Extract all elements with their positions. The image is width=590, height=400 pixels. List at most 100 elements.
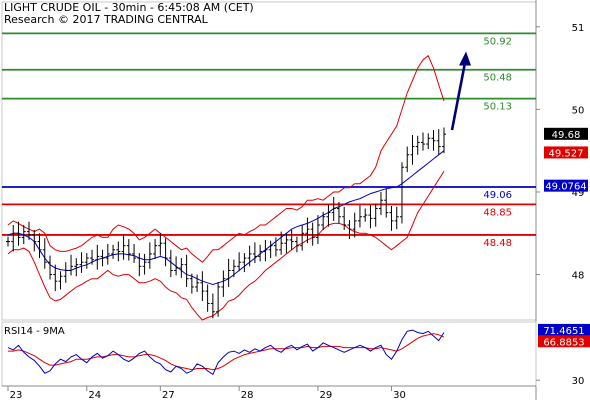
price-bar bbox=[363, 208, 368, 222]
moving-average-line bbox=[7, 150, 445, 286]
price-bar bbox=[399, 162, 404, 224]
price-bar bbox=[184, 254, 189, 287]
projection-arrow-head bbox=[459, 51, 471, 66]
level-label: 50.48 bbox=[483, 73, 512, 84]
price-bar bbox=[231, 259, 236, 278]
price-bar bbox=[394, 206, 399, 230]
x-tick-label: 28 bbox=[241, 390, 254, 400]
price-bar bbox=[58, 271, 63, 290]
price-bar bbox=[420, 132, 425, 151]
x-axis: 23 24 27 28 29 30 bbox=[2, 385, 536, 400]
price-bar bbox=[378, 191, 383, 216]
price-bar bbox=[210, 293, 215, 319]
price-bar bbox=[405, 146, 410, 173]
price-bar bbox=[126, 239, 131, 261]
price-bar bbox=[74, 258, 79, 277]
price-bar bbox=[389, 206, 394, 231]
price-bar bbox=[357, 205, 362, 228]
price-bar bbox=[342, 206, 347, 230]
price-bar bbox=[42, 238, 47, 269]
rsi-panel-frame bbox=[1, 321, 537, 387]
price-bar bbox=[111, 244, 116, 259]
price-bar bbox=[252, 242, 257, 264]
y-tick-label: 51 bbox=[572, 23, 585, 34]
price-bar bbox=[268, 240, 273, 259]
price-bar bbox=[242, 253, 247, 273]
x-tick-label: 30 bbox=[393, 390, 406, 400]
price-bar bbox=[247, 245, 252, 267]
rsi-y-tick-label: 30 bbox=[572, 376, 585, 387]
price-bar bbox=[426, 133, 431, 150]
price-bar bbox=[79, 252, 84, 273]
rsi-badge-label: 71.4651 bbox=[543, 326, 584, 337]
x-tick-label: 24 bbox=[88, 390, 101, 400]
price-bar bbox=[237, 252, 242, 272]
rsi-title: RSI14 - 9MA bbox=[4, 326, 65, 337]
price-bar bbox=[147, 242, 152, 269]
price-bar bbox=[195, 274, 200, 292]
price-bar bbox=[205, 284, 210, 312]
price-bar bbox=[279, 231, 284, 255]
chart-header-copyright: Research © 2017 TRADING CENTRAL bbox=[4, 13, 208, 26]
price-bar bbox=[105, 244, 110, 265]
price-bar bbox=[179, 258, 184, 278]
price-bar bbox=[158, 233, 163, 256]
price-bar bbox=[142, 253, 147, 275]
price-bar bbox=[163, 238, 168, 267]
price-bar bbox=[326, 204, 331, 227]
main-panel-frame bbox=[1, 1, 537, 321]
price-bar bbox=[11, 225, 16, 252]
price-bar bbox=[221, 270, 226, 297]
level-label: 49.06 bbox=[483, 190, 512, 201]
price-bar bbox=[436, 129, 441, 155]
price-bar bbox=[300, 225, 305, 251]
x-tick-label: 29 bbox=[320, 390, 333, 400]
price-bar bbox=[168, 249, 173, 278]
price-badge bbox=[544, 146, 588, 159]
y-tick-label: 48 bbox=[572, 271, 585, 282]
price-bar bbox=[368, 205, 373, 229]
price-bar bbox=[90, 249, 95, 265]
price-bar bbox=[84, 253, 89, 269]
price-badge-label: 49.0764 bbox=[545, 182, 586, 193]
price-bar bbox=[95, 244, 100, 270]
price-bar bbox=[116, 241, 121, 262]
rsi-signal-line bbox=[8, 333, 445, 371]
y-tick-label: 49 bbox=[572, 188, 585, 199]
price-bar bbox=[294, 236, 299, 253]
rsi-line bbox=[7, 329, 445, 376]
price-bar bbox=[216, 282, 221, 317]
chart-header-title: LIGHT CRUDE OIL - 30min - 6:45:08 AM (CE… bbox=[4, 1, 254, 14]
price-bar bbox=[153, 239, 158, 259]
price-bar bbox=[189, 273, 194, 294]
price-bar bbox=[289, 229, 294, 250]
price-bar bbox=[100, 249, 105, 267]
x-tick-label: 27 bbox=[162, 390, 175, 400]
price-bar bbox=[132, 244, 137, 264]
price-badge-label: 49.527 bbox=[549, 148, 584, 159]
price-bar bbox=[48, 255, 53, 280]
price-bar bbox=[431, 130, 436, 151]
price-bar bbox=[121, 234, 126, 260]
price-bar bbox=[27, 221, 32, 240]
price-bar bbox=[37, 233, 42, 259]
bollinger-upper-line bbox=[7, 54, 445, 263]
price-bar bbox=[137, 253, 142, 277]
price-bar bbox=[347, 220, 352, 240]
price-bar bbox=[415, 135, 420, 155]
price-bar bbox=[53, 264, 58, 292]
price-bar bbox=[63, 262, 68, 283]
rsi-badge-label: 66.8853 bbox=[543, 337, 584, 348]
price-bar bbox=[305, 217, 310, 244]
price-badge-label: 49.68 bbox=[552, 130, 581, 141]
price-bar bbox=[384, 188, 389, 218]
price-bar bbox=[315, 215, 320, 245]
y-tick-label: 50 bbox=[572, 105, 585, 116]
price-bar bbox=[174, 256, 179, 276]
x-tick-label: 23 bbox=[10, 390, 23, 400]
price-bar bbox=[373, 203, 378, 227]
price-bar bbox=[321, 211, 326, 230]
price-bar bbox=[226, 258, 231, 287]
